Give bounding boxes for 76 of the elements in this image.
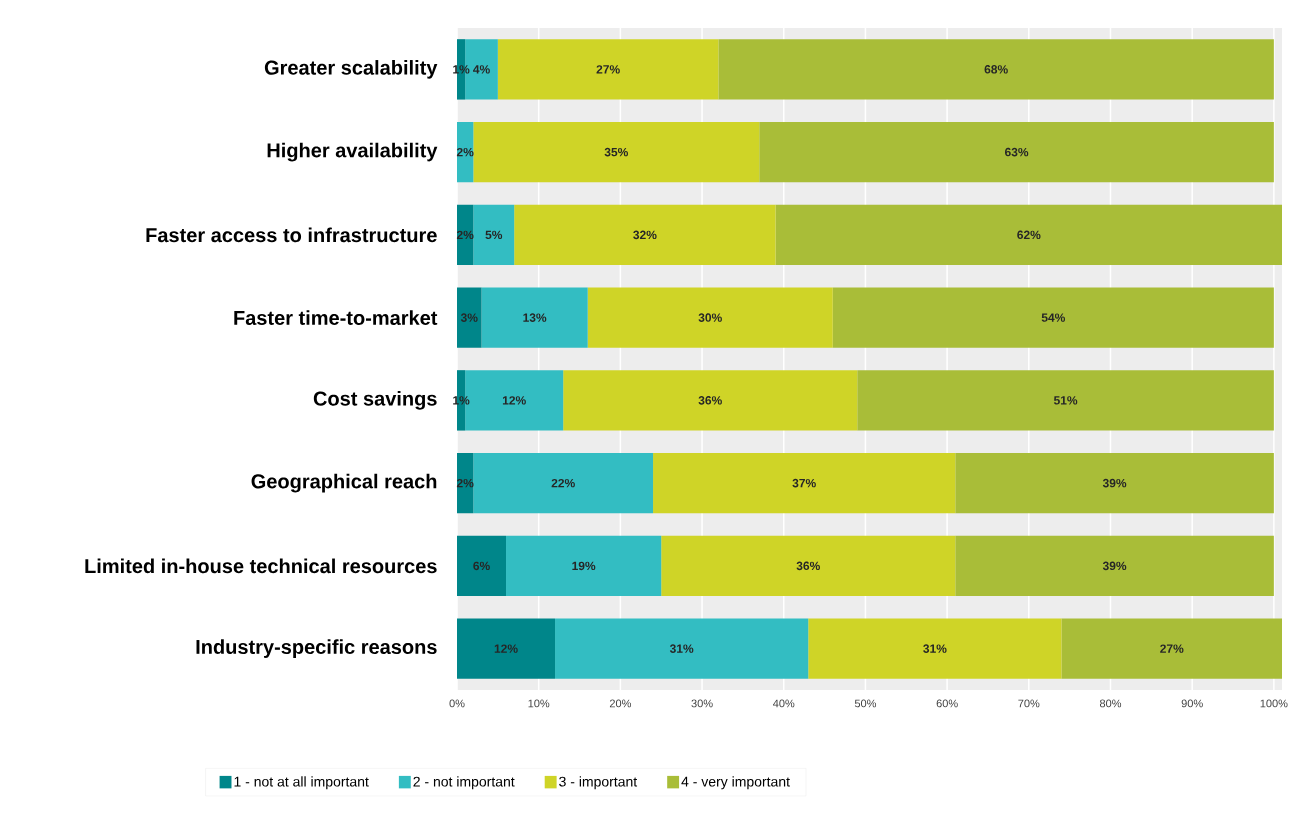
data-label: 5% xyxy=(485,230,503,240)
data-label: 36% xyxy=(698,396,722,405)
data-label: 22% xyxy=(551,478,575,488)
bar xyxy=(1061,618,1283,679)
data-label: 63% xyxy=(1004,147,1029,157)
bar xyxy=(555,618,809,679)
x-tick-label: 80% xyxy=(1099,699,1122,708)
y-tick-label: Faster time-to-market xyxy=(234,310,438,325)
bar xyxy=(514,204,776,266)
x-tick-label: 70% xyxy=(1018,699,1040,708)
bar xyxy=(653,452,956,514)
legend-label: 3 - important xyxy=(559,776,638,790)
data-label: 27% xyxy=(596,65,620,74)
bar xyxy=(759,121,1274,183)
bar xyxy=(775,204,1283,266)
bar xyxy=(497,39,719,100)
y-tick-label: Faster access to infrastructure xyxy=(146,227,437,243)
data-label: 27% xyxy=(1160,644,1184,653)
data-label: 68% xyxy=(984,65,1008,74)
x-tick-label: 20% xyxy=(609,699,631,708)
legend-label: 1 - not at all important xyxy=(234,776,369,790)
x-tick-label: 90% xyxy=(1181,699,1203,708)
data-label: 31% xyxy=(669,644,694,653)
bar xyxy=(955,452,1274,514)
bar xyxy=(473,121,760,183)
data-label: 39% xyxy=(1102,561,1127,571)
bar xyxy=(857,370,1274,431)
bar xyxy=(955,535,1274,597)
data-label: 35% xyxy=(604,147,628,157)
data-label: 51% xyxy=(1053,396,1078,405)
bar xyxy=(808,618,1062,679)
bar xyxy=(661,535,956,597)
y-tick-label: Higher availability xyxy=(267,142,438,162)
bar xyxy=(473,452,654,514)
data-label: 62% xyxy=(1017,230,1041,240)
data-label: 30% xyxy=(698,313,722,322)
y-tick-label: Limited in-house technical resources xyxy=(85,558,437,574)
x-tick-label: 30% xyxy=(691,699,713,708)
x-tick-label: 0% xyxy=(449,699,465,708)
y-tick-label: Geographical reach xyxy=(251,473,437,493)
data-label: 13% xyxy=(523,313,547,322)
data-label: 39% xyxy=(1102,478,1127,488)
bar xyxy=(457,121,474,183)
data-label: 12% xyxy=(502,396,526,405)
y-tick-label: Industry-specific reasons xyxy=(196,639,437,658)
data-label: 36% xyxy=(796,561,820,571)
bar xyxy=(457,287,482,348)
x-tick-label: 100% xyxy=(1260,699,1288,708)
bar xyxy=(587,287,833,348)
legend-label: 4 - very important xyxy=(681,776,790,790)
bar xyxy=(832,287,1274,348)
x-tick-label: 50% xyxy=(854,699,877,708)
y-tick-label: Cost savings xyxy=(313,391,437,410)
data-label: 12% xyxy=(494,644,518,653)
bar xyxy=(563,370,858,431)
bar xyxy=(481,287,588,348)
x-tick-label: 60% xyxy=(936,699,958,708)
bar xyxy=(457,535,507,597)
bar xyxy=(506,535,662,597)
legend-label: 2 - not important xyxy=(413,776,515,790)
y-tick-label: Greater scalability xyxy=(264,60,438,79)
data-label: 31% xyxy=(923,644,947,653)
bar xyxy=(473,204,515,266)
bar xyxy=(457,618,556,679)
bar xyxy=(718,39,1274,100)
data-label: 3% xyxy=(460,313,478,322)
x-tick-label: 40% xyxy=(772,699,795,708)
bar xyxy=(457,452,474,514)
data-label: 19% xyxy=(572,561,596,571)
data-label: 4% xyxy=(473,65,490,74)
x-tick-label: 10% xyxy=(528,699,550,708)
data-label: 6% xyxy=(473,561,490,571)
bar xyxy=(457,204,474,266)
data-label: 54% xyxy=(1041,313,1066,322)
data-label: 32% xyxy=(633,230,657,240)
data-label: 37% xyxy=(792,478,816,488)
